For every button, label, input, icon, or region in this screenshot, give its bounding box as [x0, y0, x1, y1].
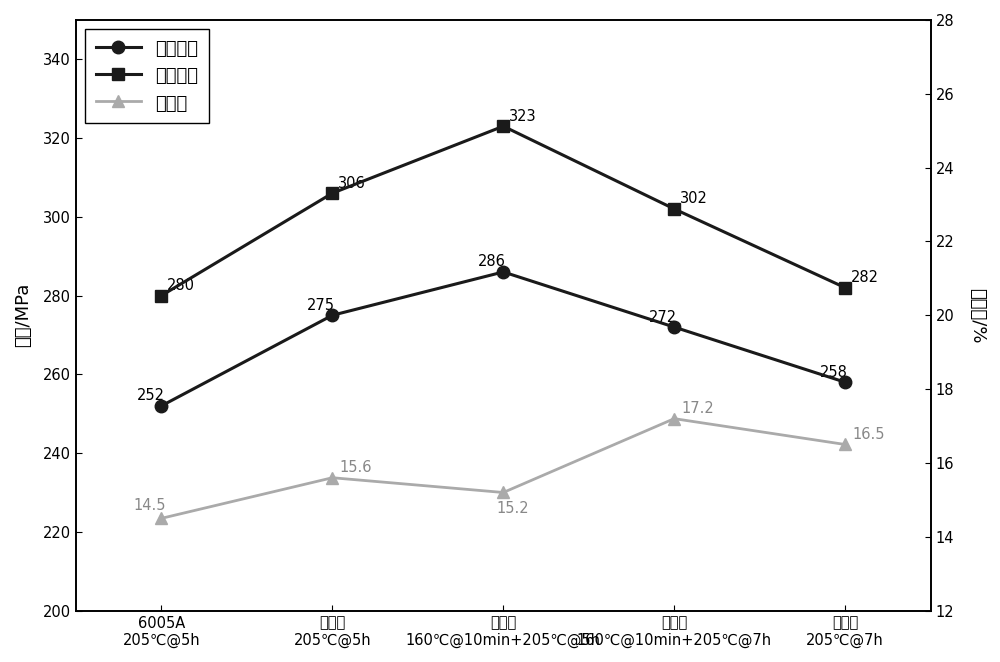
- Text: 323: 323: [509, 109, 536, 124]
- Text: 282: 282: [851, 270, 879, 285]
- Legend: 屈服强度, 抗拉强度, 伸长率: 屈服强度, 抗拉强度, 伸长率: [85, 29, 209, 123]
- 抗拉强度: [839, 284, 851, 292]
- Text: 252: 252: [136, 389, 164, 403]
- 伸长率: [497, 489, 509, 496]
- Y-axis label: 强度/MPa: 强度/MPa: [14, 283, 32, 348]
- Line: 伸长率: 伸长率: [155, 412, 851, 524]
- 屈服强度: [668, 323, 680, 331]
- 抗拉强度: [326, 189, 338, 197]
- Text: 15.6: 15.6: [339, 460, 372, 475]
- Text: 306: 306: [338, 175, 366, 191]
- 伸长率: [155, 514, 167, 522]
- Line: 抗拉强度: 抗拉强度: [155, 120, 851, 302]
- Text: 275: 275: [307, 298, 335, 312]
- Text: 14.5: 14.5: [134, 498, 166, 513]
- Text: 17.2: 17.2: [681, 401, 714, 416]
- Y-axis label: 伸长率/%: 伸长率/%: [968, 287, 986, 343]
- Line: 屈服强度: 屈服强度: [155, 265, 851, 412]
- 抗拉强度: [497, 122, 509, 130]
- 伸长率: [668, 414, 680, 422]
- 屈服强度: [497, 268, 509, 276]
- 伸长率: [839, 440, 851, 448]
- 屈服强度: [326, 311, 338, 319]
- Text: 280: 280: [167, 278, 195, 293]
- 抗拉强度: [155, 291, 167, 299]
- 屈服强度: [839, 378, 851, 386]
- 伸长率: [326, 474, 338, 482]
- Text: 272: 272: [649, 310, 677, 324]
- Text: 258: 258: [820, 365, 848, 380]
- 抗拉强度: [668, 205, 680, 213]
- Text: 302: 302: [680, 191, 708, 207]
- 屈服强度: [155, 402, 167, 410]
- Text: 15.2: 15.2: [496, 501, 529, 516]
- Text: 286: 286: [478, 254, 506, 269]
- Text: 16.5: 16.5: [852, 427, 885, 442]
